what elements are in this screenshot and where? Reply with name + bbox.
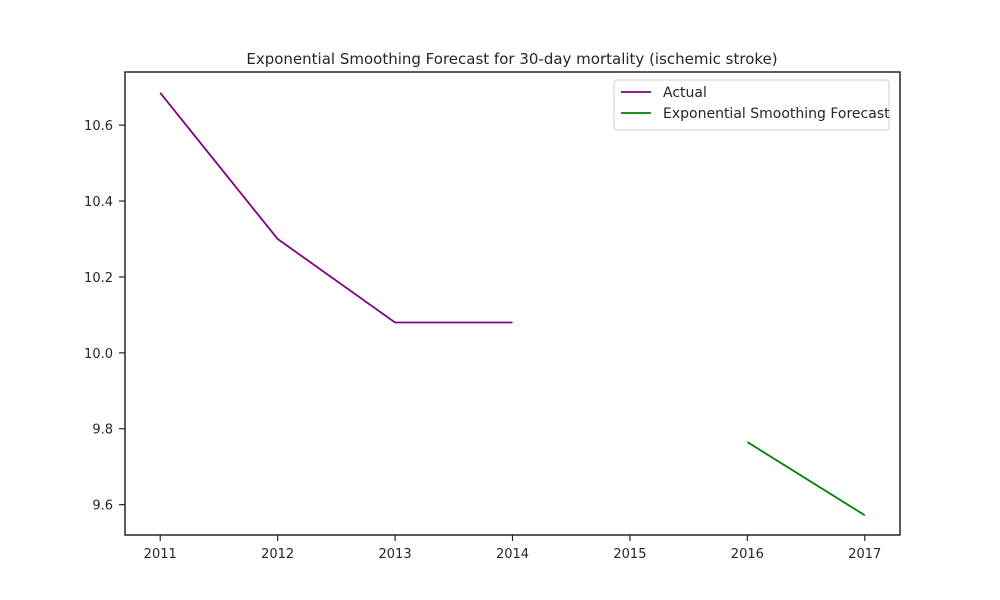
y-tick-label: 9.6: [92, 499, 113, 514]
x-tick-label: 2015: [613, 547, 646, 562]
y-tick-label: 10.4: [84, 195, 113, 210]
x-tick-label: 2012: [261, 547, 294, 562]
x-tick-label: 2016: [731, 547, 764, 562]
y-tick-label: 10.0: [84, 347, 113, 362]
x-tick-label: 2013: [379, 547, 412, 562]
y-tick-label: 10.2: [84, 271, 113, 286]
series-line-actual: [159, 92, 513, 324]
series-line-forecast: [746, 441, 866, 517]
legend-label: Actual: [663, 85, 707, 101]
x-tick-label: 2011: [144, 547, 177, 562]
chart-title: Exponential Smoothing Forecast for 30-da…: [246, 50, 777, 68]
y-tick-label: 9.8: [92, 423, 113, 438]
y-tick-label: 10.6: [84, 119, 113, 134]
legend-box: [613, 79, 890, 131]
plot-area: 2011 2012 2013 2014 2015 2016 2017 9.6 9.8 10.0 10…: [84, 71, 901, 562]
x-tick-label: 2017: [848, 547, 881, 562]
x-tick-label: 2014: [496, 547, 529, 562]
legend-label: Exponential Smoothing Forecast: [663, 106, 890, 122]
